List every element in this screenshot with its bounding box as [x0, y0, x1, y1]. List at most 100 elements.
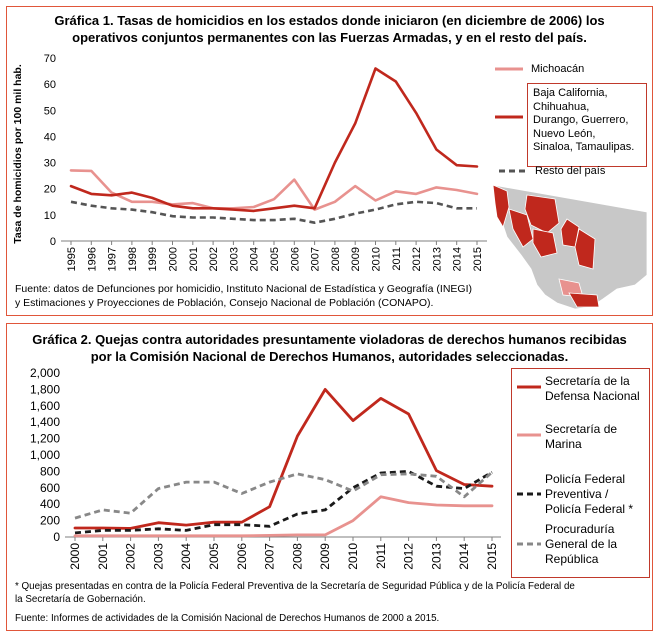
legend2-pgr: Procuraduría General de la República: [545, 522, 617, 567]
x-tick-label: 2005: [269, 247, 281, 271]
x-tick-label: 2009: [318, 543, 332, 570]
x-tick-label: 2010: [346, 543, 360, 570]
chart1-title-line2: operativos conjuntos permanentes con las…: [72, 30, 587, 45]
x-tick-label: 2014: [452, 247, 464, 271]
x-tick-label: 2015: [485, 543, 499, 570]
mexico-map: [492, 184, 648, 310]
y-tick-label: 1,800: [30, 382, 60, 396]
chart-panel-homicides: Gráfica 1. Tasas de homicidios en los es…: [6, 6, 653, 316]
chart1-source-line: Fuente: datos de Defunciones por homicid…: [15, 283, 472, 295]
x-tick-label: 2006: [235, 543, 249, 570]
x-tick-label: 2014: [457, 543, 471, 570]
y-tick-label: 800: [40, 464, 60, 478]
x-tick-label: 2010: [371, 247, 383, 271]
x-tick-label: 2005: [207, 543, 221, 570]
series-line: [74, 471, 493, 520]
legend2-box: [511, 368, 650, 578]
tamaulipas-state: [574, 228, 596, 270]
y-tick-label: 40: [44, 131, 56, 143]
y-tick-label: 600: [40, 481, 60, 495]
x-tick-label: 2002: [208, 247, 220, 271]
legend2-line: República: [545, 552, 599, 566]
chart1-title-line1: Gráfica 1. Tasas de homicidios en los es…: [54, 13, 605, 28]
x-tick-label: 1996: [86, 247, 98, 271]
guerrero-state: [568, 292, 600, 308]
x-tick-label: 2007: [310, 247, 322, 271]
chart1-source-line: y Estimaciones y Proyecciones de Poblaci…: [15, 297, 434, 309]
legend2-line: Procuraduría: [545, 522, 615, 536]
x-tick-label: 2008: [290, 543, 304, 570]
legend1-states-box: [527, 83, 647, 167]
sinaloa-state: [508, 208, 534, 248]
legend1-michoacan: Michoacán: [531, 63, 585, 75]
y-tick-label: 60: [44, 79, 56, 91]
legend1-states-line: Durango, Guerrero,: [533, 114, 629, 126]
legend2-line: Secretaría de la: [545, 374, 630, 388]
chart2-source: Fuente: Informes de actividades de la Co…: [15, 613, 440, 624]
chart2-title-line1: Gráfica 2. Quejas contra autoridades pre…: [32, 332, 627, 347]
legend2-line: Policía Federal *: [545, 502, 634, 516]
chart1-source: Fuente: datos de Defunciones por homicid…: [15, 282, 472, 310]
series-line: [73, 495, 494, 538]
legend2-semar: Secretaría de Marina: [545, 422, 617, 452]
y-tick-label: 0: [53, 530, 60, 544]
x-tick-label: 2009: [350, 247, 362, 271]
x-tick-label: 2004: [179, 543, 193, 570]
legend2-line: General de la: [545, 537, 618, 551]
legend1-states-line: Sinaloa, Tamaulipas.: [533, 141, 635, 153]
legend1-states-label: Baja California, Chihuahua, Durango, Gue…: [533, 87, 634, 155]
x-tick-label: 2012: [402, 543, 416, 570]
x-tick-label: 2015: [472, 247, 484, 271]
x-tick-label: 1995: [66, 247, 78, 271]
chart1-svg: Tasa de homicidios por 100 mil hab. 0 10 20…: [12, 53, 648, 310]
chart2-footnote: * Quejas presentadas en contra de la Pol…: [15, 580, 575, 606]
x-tick-label: 2003: [151, 543, 165, 570]
x-tick-label: 2001: [96, 543, 110, 570]
x-tick-label: 2002: [124, 543, 138, 570]
chart2-title-line2: por la Comisión Nacional de Derechos Hum…: [90, 349, 569, 364]
x-tick-label: 2001: [188, 247, 200, 271]
nuevo-leon-state: [560, 218, 580, 248]
x-tick-label: 2011: [391, 247, 403, 271]
x-tick-label: 2000: [168, 247, 180, 271]
x-tick-label: 2004: [249, 247, 261, 271]
y-tick-label: 0: [50, 236, 56, 248]
series-line: [74, 469, 493, 535]
legend1-states-line: Baja California,: [533, 87, 608, 99]
x-tick-label: 2013: [429, 543, 443, 570]
y-tick-label: 70: [44, 53, 56, 65]
y-tick-label: 1,400: [30, 415, 60, 429]
y-tick-label: 50: [44, 105, 56, 117]
chart2-footnote-line: * Quejas presentadas en contra de la Pol…: [15, 581, 575, 592]
y-tick-label: 20: [44, 184, 56, 196]
series-line: [69, 169, 479, 211]
x-tick-label: 1997: [107, 247, 119, 271]
x-tick-label: 2006: [289, 247, 301, 271]
chart1-title: Gráfica 1. Tasas de homicidios en los es…: [7, 12, 652, 46]
legend2-line: Policía Federal: [545, 472, 626, 486]
legend2-sedena: Secretaría de la Defensa Nacional: [545, 374, 640, 404]
legend2-line: Marina: [545, 437, 582, 451]
series-line: [70, 200, 477, 224]
x-tick-label: 1998: [127, 247, 139, 271]
legend2-line: Secretaría de: [545, 422, 618, 436]
x-tick-label: 2003: [228, 247, 240, 271]
legend1-resto: Resto del país: [535, 165, 606, 177]
x-tick-label: 2012: [411, 247, 423, 271]
y-tick-label: 10: [44, 210, 56, 222]
series-line: [69, 67, 479, 213]
y-tick-label: 1,600: [30, 399, 60, 413]
y-tick-label: 1,000: [30, 448, 60, 462]
legend2-pf: Policía Federal Preventiva / Policía Fed…: [545, 472, 633, 517]
y-tick-label: 2,000: [30, 366, 60, 380]
legend2-line: Preventiva /: [545, 487, 609, 501]
series-line: [73, 388, 494, 530]
legend2-line: Defensa Nacional: [545, 389, 640, 403]
chart-panel-complaints: Gráfica 2. Quejas contra autoridades pre…: [6, 323, 653, 631]
chart2-svg: 0 200 400 600 800 1,000 1,200 1,400 1,600 1,800 2,…: [30, 366, 541, 570]
x-tick-label: 2008: [330, 247, 342, 271]
chart2-title: Gráfica 2. Quejas contra autoridades pre…: [7, 331, 652, 365]
baja-california-state: [492, 184, 510, 228]
x-tick-label: 1999: [147, 247, 159, 271]
y-tick-label: 200: [40, 514, 60, 528]
